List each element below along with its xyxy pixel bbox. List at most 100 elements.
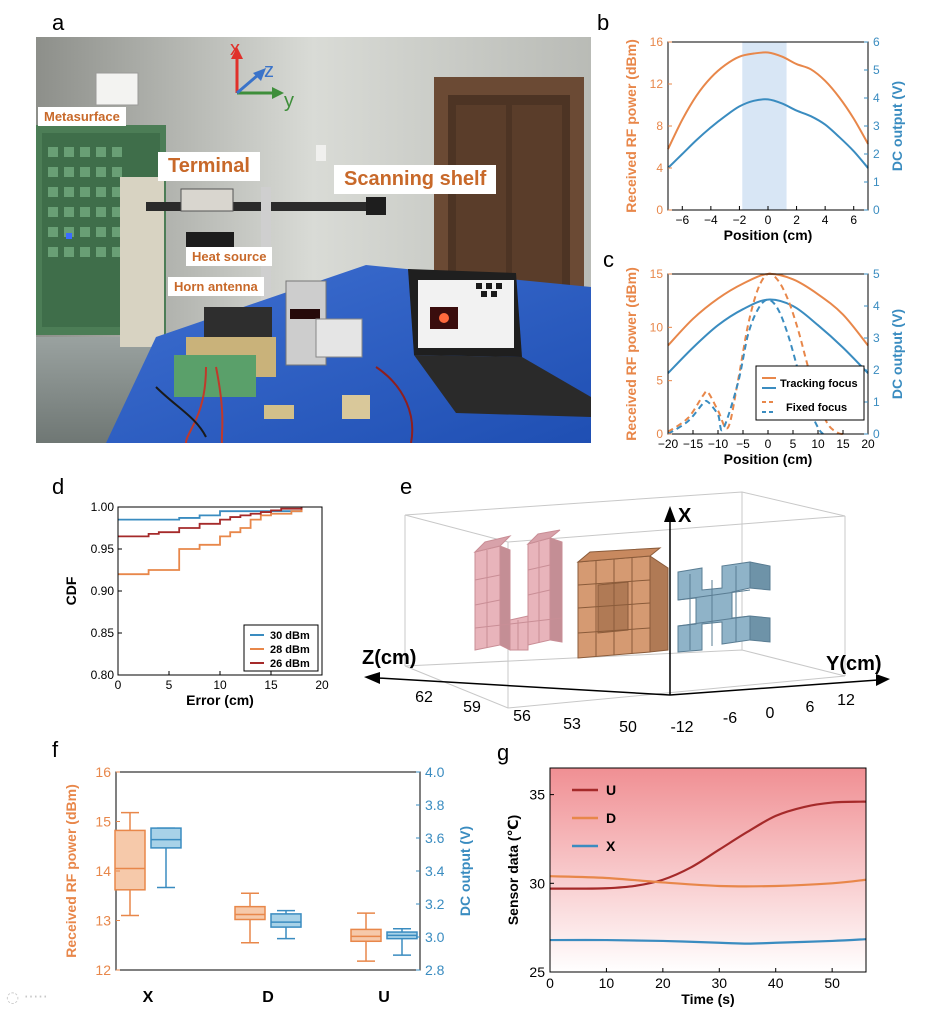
y-tick-label: 0.95 bbox=[91, 542, 115, 556]
legend-label: D bbox=[606, 810, 616, 826]
plot-background bbox=[550, 768, 866, 972]
x-tick-label: 10 bbox=[213, 678, 227, 692]
y-right-tick-label: 2 bbox=[873, 147, 880, 161]
x-tick-label: −4 bbox=[704, 213, 718, 227]
y-tick-label: 0.85 bbox=[91, 626, 115, 640]
x-axis-label: Position (cm) bbox=[724, 451, 813, 467]
x-tick-label: 0 bbox=[546, 975, 554, 991]
experiment-photo: x z y Metasurface Terminal Scanning shel… bbox=[36, 37, 591, 443]
y-right-tick-label: 0 bbox=[873, 427, 880, 441]
y-tick-label: 12 bbox=[837, 692, 855, 709]
x-tick-label: −15 bbox=[683, 437, 704, 451]
x-axis-label: Position (cm) bbox=[724, 227, 813, 243]
y-left-tick-label: 4 bbox=[656, 161, 663, 175]
x-tick-label: 40 bbox=[768, 975, 784, 991]
y-left-tick-label: 15 bbox=[650, 267, 664, 281]
category-label: X bbox=[143, 989, 154, 1006]
panel-letter-f: f bbox=[52, 737, 59, 762]
x-tick-label: 50 bbox=[824, 975, 840, 991]
y-right-tick-label: 2.8 bbox=[425, 962, 445, 978]
y-right-tick-label: 3.0 bbox=[425, 929, 445, 945]
y-left-tick-label: 5 bbox=[656, 374, 663, 388]
label-horn-antenna: Horn antenna bbox=[168, 277, 264, 296]
sensor-x-line bbox=[549, 938, 867, 945]
bounding-box bbox=[404, 491, 846, 709]
y-right-tick-label: 4.0 bbox=[425, 764, 445, 780]
y-right-tick-label: 5 bbox=[873, 267, 880, 281]
z-tick-label: 62 bbox=[415, 689, 433, 706]
series-dc-output-line bbox=[667, 98, 869, 169]
chart-c: −20 −15 −10 −5 0 5 10 15 20051015012345Position … bbox=[623, 267, 905, 467]
y-tick-label: 35 bbox=[529, 787, 545, 803]
y-left-tick-label: 15 bbox=[95, 814, 111, 830]
y-right-tick-label: 3.8 bbox=[425, 797, 445, 813]
letter-x-block bbox=[677, 561, 771, 653]
z-tick-label: 53 bbox=[563, 716, 581, 733]
y-left-tick-label: 13 bbox=[95, 913, 111, 929]
x-tick-label: 10 bbox=[599, 975, 615, 991]
y-tick-label: 25 bbox=[529, 964, 545, 980]
y-left-axis-label: Received RF power (dBm) bbox=[623, 267, 639, 440]
y-right-tick-label: 3.6 bbox=[425, 830, 445, 846]
y-right-axis-label: DC output (V) bbox=[457, 826, 473, 916]
letter-d-block bbox=[576, 547, 669, 659]
chart-f: X D U 12 13 14 15 16 2.8 3.0 3.2 3.4 3.6 3.8 4.0 Receiv… bbox=[63, 764, 473, 1006]
label-scanning-shelf: Scanning shelf bbox=[334, 165, 497, 194]
x-tick-label: 20 bbox=[861, 437, 875, 451]
legend-label: Fixed focus bbox=[786, 402, 847, 414]
cdf-26dbm-line bbox=[118, 507, 303, 538]
legend-label: U bbox=[606, 782, 616, 798]
axis-x-label: X bbox=[678, 505, 692, 527]
y-right-tick-label: 4 bbox=[873, 299, 880, 313]
letter-u-block bbox=[473, 529, 563, 651]
y-right-tick-label: 6 bbox=[873, 35, 880, 49]
x-tick-label: 30 bbox=[711, 975, 727, 991]
y-right-tick-label: 3.4 bbox=[425, 863, 445, 879]
axis-triad-icon bbox=[231, 47, 284, 99]
panel-letter-c: c bbox=[603, 247, 614, 272]
axis-arrows bbox=[364, 506, 890, 696]
y-right-tick-label: 3.2 bbox=[425, 896, 445, 912]
panel-letter-e: e bbox=[400, 474, 413, 499]
y-right-tick-label: 3 bbox=[873, 119, 880, 133]
panel-letter-d: d bbox=[52, 474, 65, 499]
axis-z-label: Z(cm) bbox=[362, 647, 416, 669]
legend-label: 26 dBm bbox=[270, 658, 310, 670]
x-tick-label: 6 bbox=[850, 213, 857, 227]
y-tick-label: -6 bbox=[723, 710, 737, 727]
x-tick-label: −2 bbox=[733, 213, 747, 227]
x-tick-label: 0 bbox=[765, 437, 772, 451]
axis-label-y: y bbox=[284, 90, 294, 112]
x-axis-label: Time (s) bbox=[681, 991, 734, 1007]
axis-label-z: z bbox=[264, 60, 274, 82]
cdf-28dbm-line bbox=[118, 507, 303, 576]
y-tick-label: 0 bbox=[766, 705, 775, 722]
y-left-tick-label: 12 bbox=[650, 77, 664, 91]
y-right-tick-label: 4 bbox=[873, 91, 880, 105]
category-label: U bbox=[378, 989, 390, 1006]
plot-frame bbox=[549, 767, 867, 973]
x-tick-label: 5 bbox=[790, 437, 797, 451]
axis-y-label: Y(cm) bbox=[826, 653, 882, 675]
x-tick-label: −20 bbox=[658, 437, 679, 451]
sensor-u-line bbox=[549, 800, 867, 890]
y-tick-label: 6 bbox=[806, 699, 815, 716]
x-tick-label: 0 bbox=[765, 213, 772, 227]
watermark: ◌ ····· bbox=[6, 988, 48, 1006]
box bbox=[270, 913, 302, 928]
y-right-tick-label: 1 bbox=[873, 395, 880, 409]
legend-box bbox=[755, 365, 865, 421]
x-axis-label: Error (cm) bbox=[186, 692, 254, 708]
x-tick-label: −10 bbox=[708, 437, 729, 451]
x-tick-label: 10 bbox=[811, 437, 825, 451]
y-left-tick-label: 0 bbox=[656, 203, 663, 217]
panel-letter-b: b bbox=[597, 10, 610, 35]
y-left-tick-label: 16 bbox=[95, 764, 111, 780]
y-right-tick-label: 5 bbox=[873, 63, 880, 77]
legend-label: X bbox=[606, 838, 616, 854]
y-left-axis-label: Received RF power (dBm) bbox=[63, 784, 79, 957]
y-right-tick-label: 0 bbox=[873, 203, 880, 217]
z-tick-label: 56 bbox=[513, 708, 531, 725]
panel-letter-g: g bbox=[497, 740, 510, 765]
series-rf-power-line bbox=[667, 51, 869, 150]
